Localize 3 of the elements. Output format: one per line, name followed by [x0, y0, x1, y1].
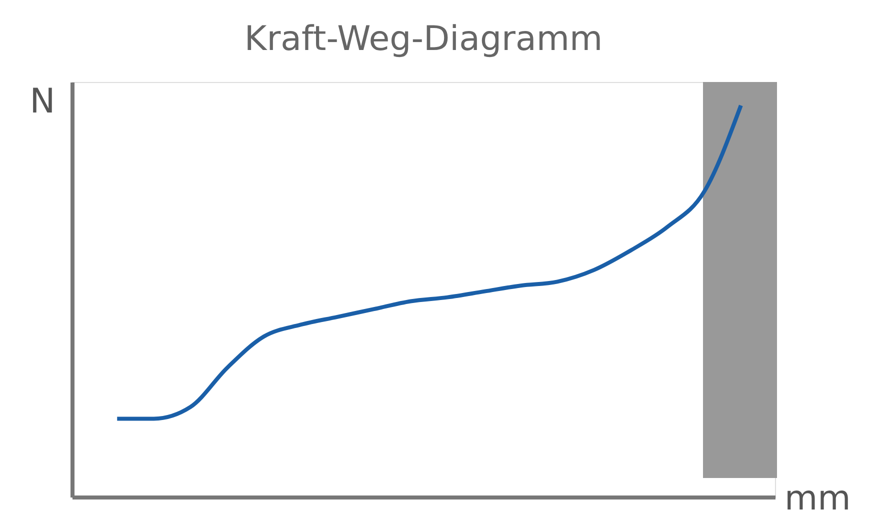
x-axis-title: mm	[784, 478, 851, 514]
chart-title: Kraft-Weg-Diagramm	[244, 19, 603, 59]
y-axis-title: N	[30, 82, 56, 122]
